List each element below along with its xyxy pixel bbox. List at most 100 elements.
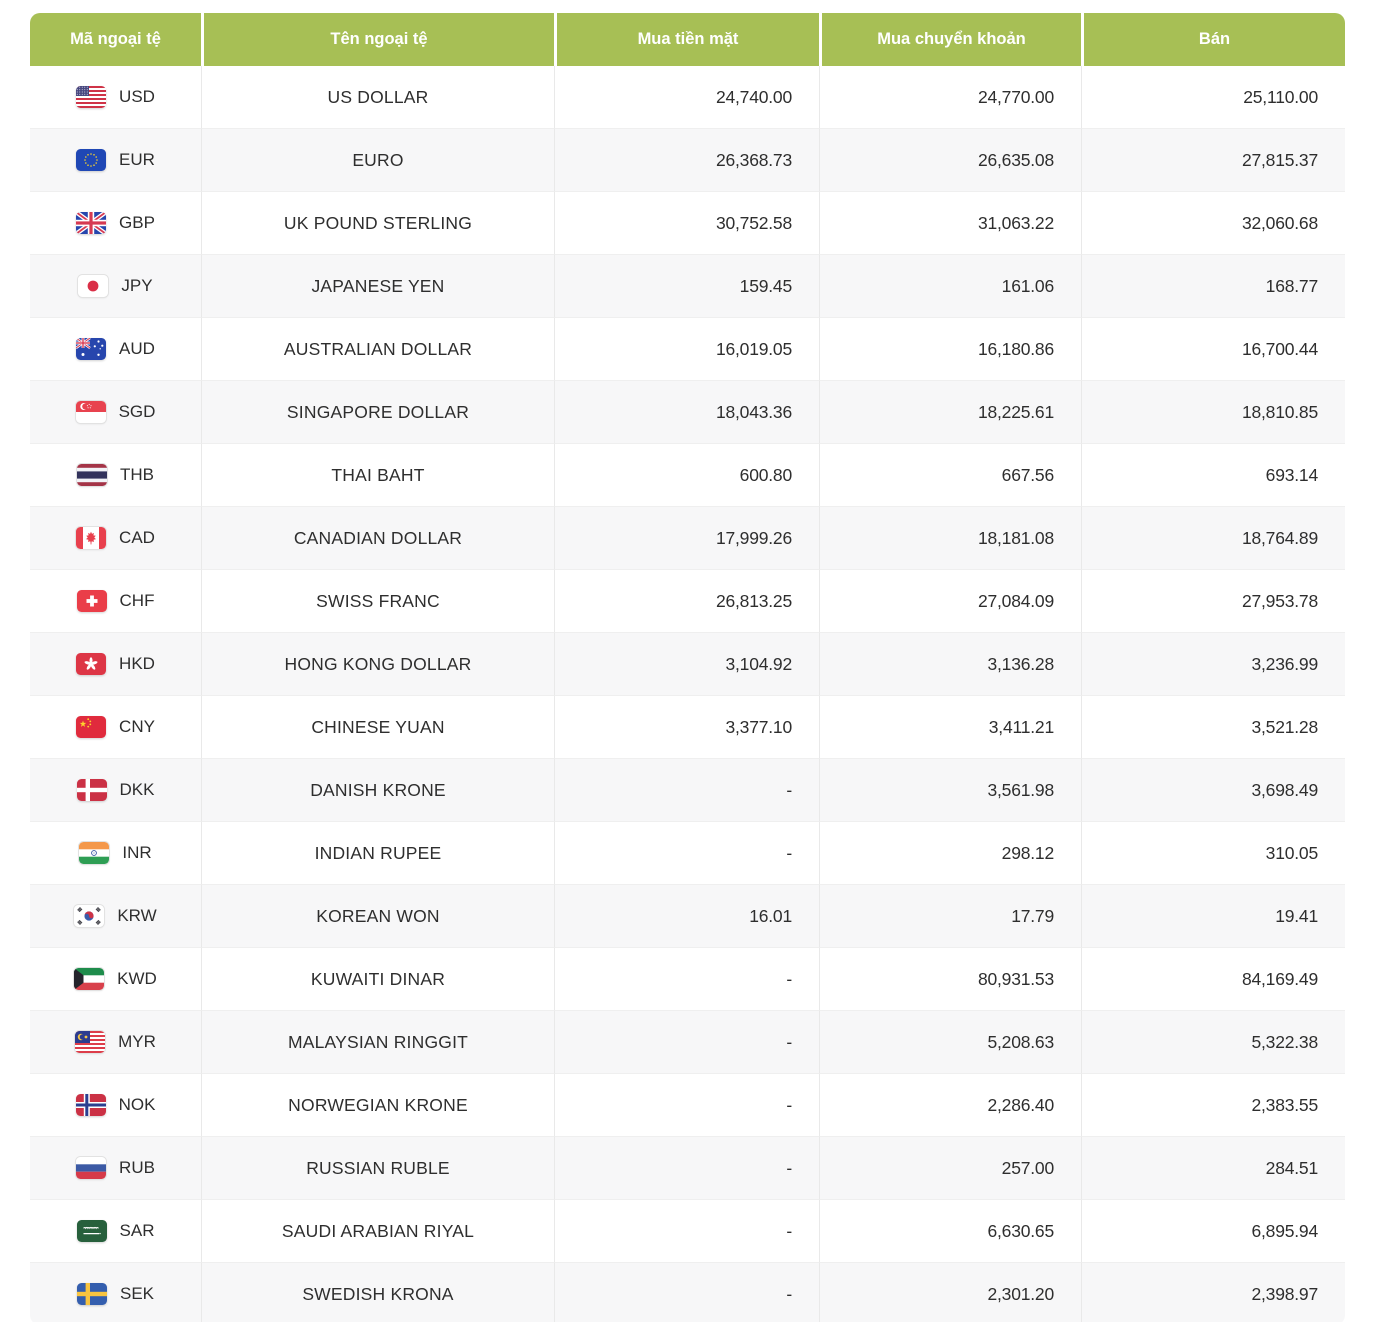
- table-row: JPY JAPANESE YEN 159.45 161.06 168.77: [30, 254, 1345, 317]
- kwd-flag-icon: [74, 968, 105, 990]
- buy-transfer-value: 667.56: [819, 443, 1081, 506]
- buy-cash-value: -: [554, 1010, 819, 1073]
- buy-transfer-value: 2,301.20: [819, 1262, 1081, 1322]
- column-header-buy-cash: Mua tiền mặt: [554, 13, 819, 66]
- chf-flag-icon: [76, 590, 107, 612]
- sell-value: 16,700.44: [1081, 317, 1345, 380]
- currency-code: NOK: [118, 1095, 156, 1114]
- buy-cash-value: 30,752.58: [554, 191, 819, 254]
- buy-cash-value: -: [554, 758, 819, 821]
- sell-value: 6,895.94: [1081, 1199, 1345, 1262]
- sell-value: 693.14: [1081, 443, 1345, 506]
- aud-flag-icon: [76, 338, 107, 360]
- buy-transfer-value: 2,286.40: [819, 1073, 1081, 1136]
- table-row: CNY CHINESE YUAN 3,377.10 3,411.21 3,521…: [30, 695, 1345, 758]
- currency-name: DANISH KRONE: [201, 758, 554, 821]
- currency-name: KOREAN WON: [201, 884, 554, 947]
- buy-cash-value: -: [554, 947, 819, 1010]
- currency-code: CAD: [119, 528, 155, 547]
- myr-flag-icon: [75, 1031, 106, 1053]
- currency-name: KUWAITI DINAR: [201, 947, 554, 1010]
- table-row: INR INDIAN RUPEE - 298.12 310.05: [30, 821, 1345, 884]
- table-row: AUD AUSTRALIAN DOLLAR 16,019.05 16,180.8…: [30, 317, 1345, 380]
- buy-cash-value: -: [554, 1136, 819, 1199]
- buy-cash-value: 3,377.10: [554, 695, 819, 758]
- sell-value: 3,698.49: [1081, 758, 1345, 821]
- buy-transfer-value: 3,411.21: [819, 695, 1081, 758]
- currency-code: THB: [120, 465, 154, 484]
- inr-flag-icon: [79, 842, 110, 864]
- buy-cash-value: -: [554, 821, 819, 884]
- currency-name: US DOLLAR: [201, 66, 554, 128]
- buy-transfer-value: 27,084.09: [819, 569, 1081, 632]
- sell-value: 32,060.68: [1081, 191, 1345, 254]
- currency-code: CHF: [119, 591, 155, 610]
- buy-transfer-value: 31,063.22: [819, 191, 1081, 254]
- sell-value: 3,236.99: [1081, 632, 1345, 695]
- currency-name: SWISS FRANC: [201, 569, 554, 632]
- krw-flag-icon: [74, 905, 105, 927]
- currency-code: SEK: [119, 1284, 155, 1303]
- currency-code: CNY: [119, 717, 155, 736]
- sell-value: 2,383.55: [1081, 1073, 1345, 1136]
- table-row: MYR MALAYSIAN RINGGIT - 5,208.63 5,322.3…: [30, 1010, 1345, 1073]
- table-row: SEK SWEDISH KRONA - 2,301.20 2,398.97: [30, 1262, 1345, 1322]
- table-row: HKD HONG KONG DOLLAR 3,104.92 3,136.28 3…: [30, 632, 1345, 695]
- sgd-flag-icon: [75, 401, 106, 423]
- buy-transfer-value: 17.79: [819, 884, 1081, 947]
- currency-code: EUR: [119, 150, 155, 169]
- buy-cash-value: 3,104.92: [554, 632, 819, 695]
- buy-transfer-value: 6,630.65: [819, 1199, 1081, 1262]
- currency-name: SAUDI ARABIAN RIYAL: [201, 1199, 554, 1262]
- sell-value: 18,764.89: [1081, 506, 1345, 569]
- buy-cash-value: -: [554, 1199, 819, 1262]
- currency-code: GBP: [119, 213, 155, 232]
- table-row: EUR EURO 26,368.73 26,635.08 27,815.37: [30, 128, 1345, 191]
- currency-code: SGD: [118, 402, 156, 421]
- table-row: SGD SINGAPORE DOLLAR 18,043.36 18,225.61…: [30, 380, 1345, 443]
- dkk-flag-icon: [76, 779, 107, 801]
- sell-value: 310.05: [1081, 821, 1345, 884]
- currency-name: RUSSIAN RUBLE: [201, 1136, 554, 1199]
- column-header-sell: Bán: [1081, 13, 1345, 66]
- buy-transfer-value: 257.00: [819, 1136, 1081, 1199]
- buy-transfer-value: 16,180.86: [819, 317, 1081, 380]
- sell-value: 19.41: [1081, 884, 1345, 947]
- table-row: USD US DOLLAR 24,740.00 24,770.00 25,110…: [30, 66, 1345, 128]
- buy-cash-value: 17,999.26: [554, 506, 819, 569]
- buy-cash-value: 26,813.25: [554, 569, 819, 632]
- jpy-flag-icon: [78, 275, 109, 297]
- table-row: KRW KOREAN WON 16.01 17.79 19.41: [30, 884, 1345, 947]
- eur-flag-icon: [76, 149, 107, 171]
- buy-cash-value: 18,043.36: [554, 380, 819, 443]
- sell-value: 5,322.38: [1081, 1010, 1345, 1073]
- table-row: CHF SWISS FRANC 26,813.25 27,084.09 27,9…: [30, 569, 1345, 632]
- currency-name: JAPANESE YEN: [201, 254, 554, 317]
- hkd-flag-icon: [76, 653, 107, 675]
- currency-code: USD: [119, 87, 155, 106]
- cny-flag-icon: [76, 716, 107, 738]
- column-header-currency-code: Mã ngoại tệ: [30, 13, 201, 66]
- exchange-rate-table: Mã ngoại tệ Tên ngoại tệ Mua tiền mặt Mu…: [30, 13, 1345, 1322]
- table-row: SAR SAUDI ARABIAN RIYAL - 6,630.65 6,895…: [30, 1199, 1345, 1262]
- currency-code: SAR: [119, 1221, 155, 1240]
- currency-code: RUB: [119, 1158, 155, 1177]
- buy-cash-value: 16.01: [554, 884, 819, 947]
- buy-cash-value: 24,740.00: [554, 66, 819, 128]
- buy-transfer-value: 24,770.00: [819, 66, 1081, 128]
- table-row: KWD KUWAITI DINAR - 80,931.53 84,169.49: [30, 947, 1345, 1010]
- buy-transfer-value: 3,561.98: [819, 758, 1081, 821]
- table-row: DKK DANISH KRONE - 3,561.98 3,698.49: [30, 758, 1345, 821]
- sek-flag-icon: [76, 1283, 107, 1305]
- rub-flag-icon: [76, 1157, 107, 1179]
- nok-flag-icon: [75, 1094, 106, 1116]
- sell-value: 18,810.85: [1081, 380, 1345, 443]
- sell-value: 168.77: [1081, 254, 1345, 317]
- currency-code: AUD: [119, 339, 155, 358]
- currency-code: KWD: [117, 969, 157, 988]
- buy-transfer-value: 18,181.08: [819, 506, 1081, 569]
- buy-transfer-value: 161.06: [819, 254, 1081, 317]
- table-row: CAD CANADIAN DOLLAR 17,999.26 18,181.08 …: [30, 506, 1345, 569]
- buy-cash-value: 26,368.73: [554, 128, 819, 191]
